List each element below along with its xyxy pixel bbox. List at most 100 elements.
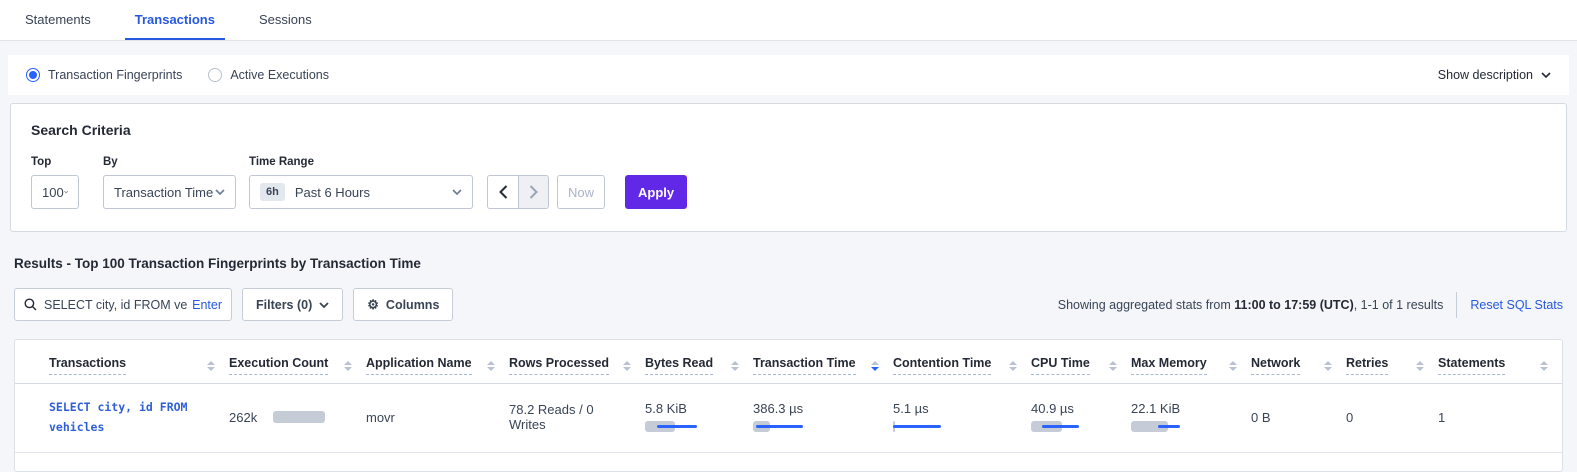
max-memory-bar-chart — [1131, 421, 1201, 433]
radio-label: Transaction Fingerprints — [48, 68, 183, 82]
results-table-card: Transactions Execution Count Application… — [14, 339, 1563, 472]
cpu-time-bar-chart — [1031, 421, 1101, 433]
time-range-field: Time Range 6h Past 6 Hours — [236, 156, 473, 209]
bytes-read-bar-chart — [645, 421, 715, 433]
column-header-contention-time[interactable]: Contention Time — [893, 340, 1031, 384]
radio-unselected-icon — [208, 68, 223, 82]
sort-icon[interactable] — [201, 360, 215, 371]
chevron-down-icon — [63, 190, 68, 194]
network-cell: 0 B — [1251, 383, 1346, 454]
sort-icon[interactable] — [1318, 360, 1332, 371]
filters-label: Filters (0) — [256, 297, 313, 312]
top-select[interactable]: 100 — [31, 175, 79, 209]
chevron-right-icon — [529, 185, 538, 199]
sort-icon[interactable] — [481, 360, 495, 371]
show-description-label: Show description — [1437, 68, 1533, 82]
stats-time-range: 11:00 to 17:59 (UTC) — [1234, 297, 1354, 312]
time-range-select[interactable]: 6h Past 6 Hours — [249, 175, 473, 209]
transaction-fingerprint-link[interactable]: SELECT city, id FROM vehicles — [49, 400, 188, 435]
reset-sql-stats-link[interactable]: Reset SQL Stats — [1470, 297, 1563, 312]
by-field: By Transaction Time — [79, 156, 236, 209]
by-select[interactable]: Transaction Time — [103, 175, 236, 209]
bytes-read-cell: 5.8 KiB — [645, 383, 753, 454]
chevron-left-icon — [498, 185, 507, 199]
column-header-network[interactable]: Network — [1251, 340, 1346, 384]
max-memory-cell: 22.1 KiB — [1131, 383, 1251, 454]
table-header-row: Transactions Execution Count Application… — [15, 340, 1562, 384]
rows-processed-cell: 78.2 Reads / 0 Writes — [509, 383, 645, 454]
sort-desc-icon[interactable] — [865, 360, 879, 371]
transaction-time-bar-chart — [753, 421, 823, 433]
transaction-time-cell: 386.3 µs — [753, 383, 893, 454]
page-tabs: Statements Transactions Sessions — [0, 0, 1577, 41]
results-title: Results - Top 100 Transaction Fingerprin… — [14, 256, 421, 271]
gear-icon: ⚙ — [367, 296, 379, 312]
radio-active-executions[interactable]: Active Executions — [208, 68, 329, 82]
tab-sessions[interactable]: Sessions — [258, 11, 312, 27]
enter-button[interactable]: Enter — [192, 297, 222, 312]
column-header-cpu-time[interactable]: CPU Time — [1031, 340, 1131, 384]
time-range-value: Past 6 Hours — [294, 184, 370, 200]
chevron-down-icon — [1541, 72, 1551, 78]
now-button[interactable]: Now — [557, 175, 605, 209]
divider — [1456, 291, 1458, 318]
sort-icon[interactable] — [338, 360, 352, 371]
transactions-table: Transactions Execution Count Application… — [15, 340, 1562, 454]
sort-icon[interactable] — [1410, 360, 1424, 371]
aggregated-stats-text: Showing aggregated stats from 11:00 to 1… — [1058, 291, 1563, 318]
columns-label: Columns — [385, 297, 440, 312]
show-description-toggle[interactable]: Show description — [1438, 68, 1551, 82]
sort-icon[interactable] — [617, 360, 631, 371]
by-label: By — [103, 156, 118, 168]
search-criteria-title: Search Criteria — [31, 122, 131, 138]
sort-icon[interactable] — [1534, 360, 1548, 371]
filters-button[interactable]: Filters (0) — [242, 288, 344, 321]
retries-cell: 0 — [1346, 383, 1438, 454]
cpu-time-cell: 40.9 µs — [1031, 383, 1131, 454]
sort-icon[interactable] — [1003, 360, 1017, 371]
time-range-arrows — [487, 175, 549, 209]
radio-selected-icon — [26, 68, 40, 82]
execution-count-cell: 262k — [229, 383, 366, 454]
column-header-execution-count[interactable]: Execution Count — [229, 340, 366, 384]
search-icon — [24, 298, 37, 311]
column-header-bytes-read[interactable]: Bytes Read — [645, 340, 753, 384]
column-header-max-memory[interactable]: Max Memory — [1131, 340, 1251, 384]
search-input[interactable] — [44, 297, 189, 312]
top-select-value: 100 — [42, 184, 64, 200]
column-header-application-name[interactable]: Application Name — [366, 340, 509, 384]
sort-icon[interactable] — [1103, 360, 1117, 371]
by-select-value: Transaction Time — [114, 184, 214, 200]
contention-time-cell: 5.1 µs — [893, 383, 1031, 454]
tab-transactions[interactable]: Transactions — [124, 0, 225, 40]
execution-count-bar — [273, 411, 326, 424]
column-header-transactions[interactable]: Transactions — [15, 340, 229, 384]
table-row: SELECT city, id FROM vehicles 262k movr … — [15, 383, 1562, 454]
apply-button[interactable]: Apply — [625, 175, 688, 209]
search-criteria-card: Search Criteria Top 100 By Transaction T… — [10, 103, 1567, 232]
column-header-retries[interactable]: Retries — [1346, 340, 1438, 384]
top-field: Top 100 — [31, 156, 79, 209]
top-label: Top — [31, 156, 52, 168]
chevron-down-icon — [215, 189, 225, 195]
radio-transaction-fingerprints[interactable]: Transaction Fingerprints — [26, 68, 182, 82]
chevron-down-icon — [452, 189, 462, 195]
sort-icon[interactable] — [1223, 360, 1237, 371]
columns-button[interactable]: ⚙ Columns — [353, 288, 454, 321]
radio-label: Active Executions — [230, 68, 329, 82]
time-range-badge: 6h — [260, 183, 285, 201]
contention-time-bar-chart — [893, 421, 963, 433]
view-toggle-band: Transaction Fingerprints Active Executio… — [8, 55, 1569, 95]
statements-cell: 1 — [1438, 383, 1562, 454]
results-section: Results - Top 100 Transaction Fingerprin… — [0, 256, 1577, 472]
column-header-rows-processed[interactable]: Rows Processed — [509, 340, 645, 384]
sql-search-box[interactable]: Enter — [14, 288, 232, 321]
column-header-statements[interactable]: Statements — [1438, 340, 1562, 384]
sort-icon[interactable] — [725, 360, 739, 371]
next-time-range-button[interactable] — [518, 176, 548, 208]
column-header-transaction-time[interactable]: Transaction Time — [753, 340, 893, 384]
application-name-cell: movr — [366, 383, 509, 454]
tab-statements[interactable]: Statements — [25, 11, 91, 27]
previous-time-range-button[interactable] — [488, 176, 518, 208]
time-range-label: Time Range — [249, 156, 314, 168]
